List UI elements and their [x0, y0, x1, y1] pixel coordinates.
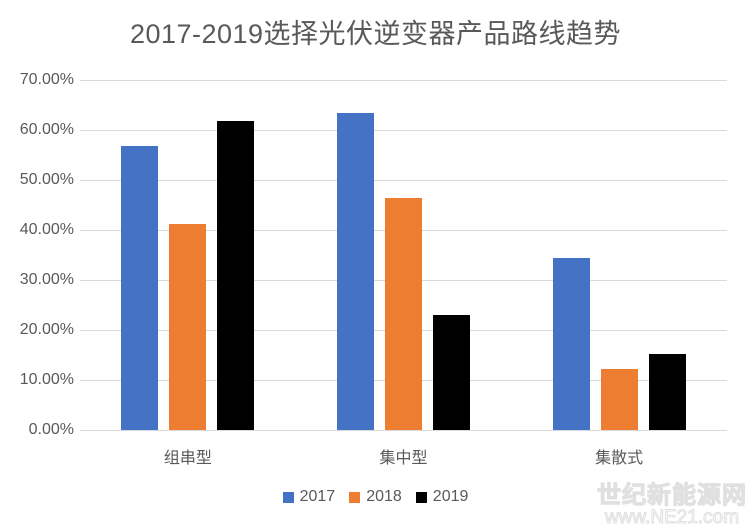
chart-title: 2017-2019选择光伏逆变器产品路线趋势	[129, 19, 622, 49]
gridline	[80, 430, 727, 431]
legend-label: 2019	[432, 488, 469, 505]
y-axis-tick-label: 20.00%	[19, 321, 74, 338]
y-axis-tick-label: 30.00%	[19, 271, 74, 288]
legend-swatch-icon	[415, 491, 427, 503]
legend-swatch-icon	[349, 491, 361, 503]
legend-item-2019: 2019	[415, 488, 469, 506]
y-axis-tick-label: 70.00%	[19, 71, 74, 88]
bar-group-组串型	[80, 80, 296, 430]
watermark: 世纪新能源网 www.NE21.com	[597, 481, 747, 529]
y-axis-tick-label: 10.00%	[19, 371, 74, 388]
legend-item-2018: 2018	[349, 488, 402, 506]
y-axis-tick-label: 40.00%	[19, 221, 74, 238]
bar-2019-集散式	[648, 354, 686, 430]
legend-label: 2017	[299, 488, 336, 505]
bar-2019-组串型	[217, 121, 255, 430]
bar-2017-集中型	[336, 113, 374, 430]
bar-2017-组串型	[121, 146, 159, 430]
bar-group-集散式	[511, 80, 727, 430]
gridline	[80, 180, 727, 181]
legend-swatch-icon	[282, 491, 294, 503]
legend-item-2017: 2017	[282, 488, 336, 506]
watermark-url: www.NE21.com	[604, 507, 740, 529]
x-axis-category-label: 集中型	[379, 450, 428, 467]
bar-2019-集中型	[432, 315, 470, 430]
bar-group-集中型	[296, 80, 512, 430]
plot-area	[80, 80, 727, 431]
gridline	[80, 80, 727, 81]
y-axis-tick-label: 0.00%	[28, 421, 74, 438]
x-axis-category-label: 组串型	[163, 450, 212, 467]
y-axis-tick-label: 50.00%	[19, 171, 74, 188]
gridline	[80, 130, 727, 131]
bar-2018-组串型	[169, 224, 207, 430]
legend-label: 2018	[366, 488, 402, 505]
bar-2018-集散式	[600, 369, 638, 430]
legend: 2017 2018 2019	[0, 488, 751, 506]
x-axis-category-label: 集散式	[595, 450, 644, 467]
bar-2018-集中型	[384, 198, 422, 430]
watermark-site-name: 世纪新能源网	[597, 481, 747, 509]
bar-2017-集散式	[552, 258, 590, 430]
y-axis-tick-label: 60.00%	[19, 121, 74, 138]
